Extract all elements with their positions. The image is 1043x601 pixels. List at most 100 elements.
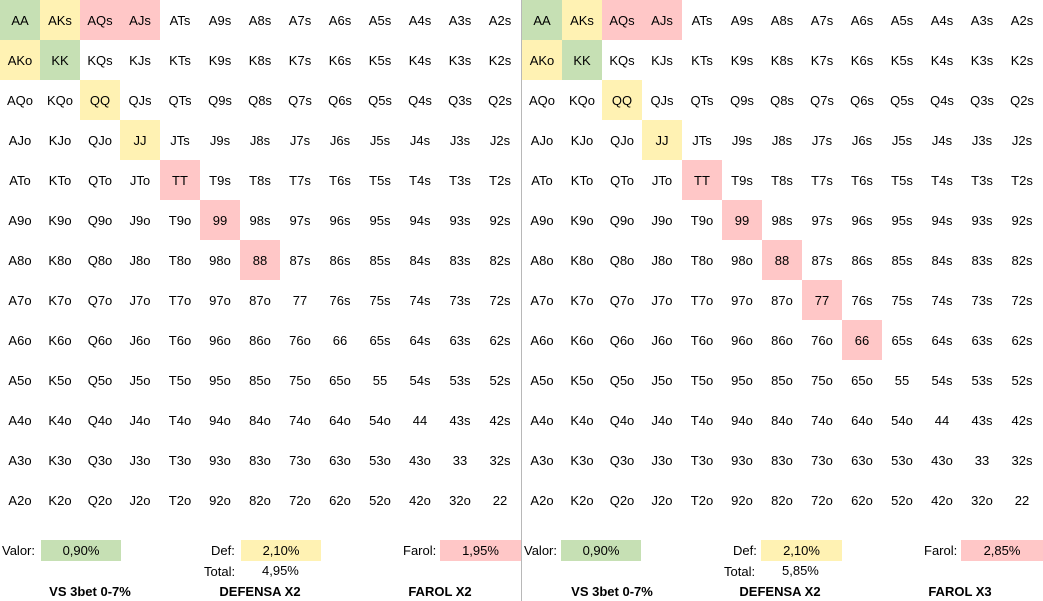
hand-cell-j5o[interactable]: J5o [129,372,151,388]
hand-cell-t3s[interactable]: T3s [971,172,993,188]
hand-cell-88[interactable]: 88 [762,240,802,280]
hand-cell-q4o[interactable]: Q4o [609,412,635,428]
hand-cell-k4o[interactable]: K4o [570,412,594,428]
hand-cell-j8s[interactable]: J8s [771,132,793,148]
hand-cell-55[interactable]: 55 [894,372,910,388]
hand-cell-a7o[interactable]: A7o [530,292,554,308]
hand-cell-t4s[interactable]: T4s [409,172,431,188]
hand-cell-96o[interactable]: 96o [209,332,231,348]
hand-cell-k2o[interactable]: K2o [570,492,594,508]
hand-cell-j2o[interactable]: J2o [129,492,151,508]
hand-cell-t7o[interactable]: T7o [690,292,714,308]
hand-cell-q2o[interactable]: Q2o [87,492,113,508]
hand-cell-ats[interactable]: ATs [169,12,191,28]
hand-cell-j3s[interactable]: J3s [449,132,471,148]
hand-cell-j6s[interactable]: J6s [329,132,351,148]
hand-cell-93o[interactable]: 93o [731,452,753,468]
hand-cell-53s[interactable]: 53s [971,372,993,388]
hand-cell-a8o[interactable]: A8o [8,252,32,268]
hand-cell-qto[interactable]: QTo [610,172,634,188]
hand-cell-84s[interactable]: 84s [931,252,953,268]
hand-cell-65o[interactable]: 65o [329,372,351,388]
hand-cell-96s[interactable]: 96s [851,212,873,228]
hand-cell-62s[interactable]: 62s [1011,332,1033,348]
hand-cell-97s[interactable]: 97s [811,212,833,228]
hand-cell-85s[interactable]: 85s [369,252,391,268]
hand-cell-k2o[interactable]: K2o [48,492,72,508]
hand-cell-t2o[interactable]: T2o [168,492,192,508]
hand-cell-a6o[interactable]: A6o [530,332,554,348]
hand-cell-j7o[interactable]: J7o [651,292,673,308]
hand-cell-83s[interactable]: 83s [971,252,993,268]
hand-cell-85s[interactable]: 85s [891,252,913,268]
hand-cell-kts[interactable]: KTs [169,52,191,68]
hand-cell-95s[interactable]: 95s [891,212,913,228]
hand-cell-t6s[interactable]: T6s [329,172,351,188]
hand-cell-t2s[interactable]: T2s [489,172,511,188]
hand-cell-43o[interactable]: 43o [931,452,953,468]
hand-cell-63s[interactable]: 63s [449,332,471,348]
hand-cell-76s[interactable]: 76s [851,292,873,308]
hand-cell-52s[interactable]: 52s [489,372,511,388]
hand-cell-62o[interactable]: 62o [329,492,351,508]
hand-cell-53s[interactable]: 53s [449,372,471,388]
hand-cell-94o[interactable]: 94o [209,412,231,428]
hand-cell-ajo[interactable]: AJo [8,132,32,148]
hand-cell-q2s[interactable]: Q2s [488,92,512,108]
hand-cell-k5o[interactable]: K5o [48,372,72,388]
hand-cell-k9o[interactable]: K9o [48,212,72,228]
hand-cell-q7s[interactable]: Q7s [288,92,312,108]
hand-cell-qto[interactable]: QTo [88,172,112,188]
hand-cell-43o[interactable]: 43o [409,452,431,468]
hand-cell-94s[interactable]: 94s [409,212,431,228]
hand-cell-62o[interactable]: 62o [851,492,873,508]
hand-cell-63o[interactable]: 63o [851,452,873,468]
hand-cell-t9o[interactable]: T9o [168,212,192,228]
hand-cell-jto[interactable]: JTo [651,172,673,188]
hand-cell-t5o[interactable]: T5o [690,372,714,388]
hand-cell-j5s[interactable]: J5s [369,132,391,148]
hand-cell-k8o[interactable]: K8o [48,252,72,268]
hand-cell-65o[interactable]: 65o [851,372,873,388]
hand-cell-ako[interactable]: AKo [522,40,562,80]
hand-cell-t7o[interactable]: T7o [168,292,192,308]
hand-cell-j8o[interactable]: J8o [651,252,673,268]
hand-cell-22[interactable]: 22 [492,492,508,508]
hand-cell-t7s[interactable]: T7s [811,172,833,188]
hand-cell-k9s[interactable]: K9s [208,52,232,68]
hand-cell-q2o[interactable]: Q2o [609,492,635,508]
hand-cell-qts[interactable]: QTs [690,92,714,108]
hand-cell-a9o[interactable]: A9o [8,212,32,228]
hand-cell-kjo[interactable]: KJo [570,132,594,148]
hand-cell-q9s[interactable]: Q9s [730,92,754,108]
hand-cell-97o[interactable]: 97o [209,292,231,308]
hand-cell-95o[interactable]: 95o [731,372,753,388]
hand-cell-q6s[interactable]: Q6s [328,92,352,108]
hand-cell-q3s[interactable]: Q3s [448,92,472,108]
hand-cell-a7s[interactable]: A7s [810,12,834,28]
hand-cell-72s[interactable]: 72s [489,292,511,308]
hand-cell-k5s[interactable]: K5s [368,52,392,68]
hand-cell-74o[interactable]: 74o [811,412,833,428]
hand-cell-k3o[interactable]: K3o [570,452,594,468]
hand-cell-tt[interactable]: TT [682,160,722,200]
hand-cell-a2s[interactable]: A2s [488,12,512,28]
hand-cell-q2s[interactable]: Q2s [1010,92,1034,108]
hand-cell-j3o[interactable]: J3o [651,452,673,468]
hand-cell-q8s[interactable]: Q8s [770,92,794,108]
hand-cell-j8o[interactable]: J8o [129,252,151,268]
hand-cell-k2s[interactable]: K2s [488,52,512,68]
hand-cell-q7o[interactable]: Q7o [87,292,113,308]
hand-cell-a2o[interactable]: A2o [530,492,554,508]
hand-cell-t3o[interactable]: T3o [690,452,714,468]
hand-cell-j4o[interactable]: J4o [651,412,673,428]
hand-cell-88[interactable]: 88 [240,240,280,280]
hand-cell-a9s[interactable]: A9s [730,12,754,28]
hand-cell-92o[interactable]: 92o [731,492,753,508]
hand-cell-66[interactable]: 66 [332,332,348,348]
hand-cell-t5s[interactable]: T5s [369,172,391,188]
hand-cell-aqo[interactable]: AQo [528,92,555,108]
hand-cell-93s[interactable]: 93s [449,212,471,228]
hand-cell-k8s[interactable]: K8s [770,52,794,68]
hand-cell-82o[interactable]: 82o [771,492,793,508]
